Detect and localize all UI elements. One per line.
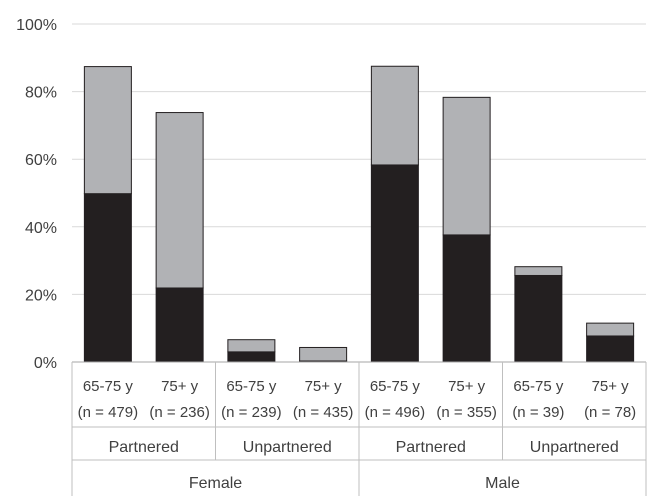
bar-segment-lower — [227, 351, 276, 363]
x-tick-label-n: (n = 39) — [512, 404, 564, 421]
status-group-label: Partnered — [396, 439, 466, 456]
bar-segment-upper — [83, 66, 132, 195]
bar-segment-lower — [442, 234, 491, 363]
x-tick-label-n: (n = 496) — [365, 404, 425, 421]
bar-segment-upper — [442, 96, 491, 236]
x-tick-label-age: 75+ y — [448, 378, 486, 395]
y-tick-label: 60% — [25, 152, 57, 169]
x-tick-label-n: (n = 239) — [221, 404, 281, 421]
bar-segment-upper — [370, 65, 419, 166]
x-tick-label-age: 75+ y — [592, 378, 630, 395]
y-tick-label: 0% — [34, 355, 57, 372]
bar-segment-lower — [370, 164, 419, 363]
y-tick-label: 80% — [25, 85, 57, 102]
y-tick-label: 100% — [16, 17, 57, 34]
bar-segment-upper — [586, 322, 635, 337]
status-group-label: Unpartnered — [530, 439, 619, 456]
x-tick-label-age: 65-75 y — [370, 378, 421, 395]
x-tick-label-n: (n = 479) — [78, 404, 138, 421]
status-group-label: Partnered — [109, 439, 179, 456]
x-tick-label-n: (n = 236) — [149, 404, 209, 421]
bars — [83, 65, 635, 363]
x-axis: 65-75 y (n = 479) 75+ y (n = 236) 65-75 y (n … — [71, 361, 647, 496]
x-tick-label-age: 75+ y — [305, 378, 343, 395]
bar-segment-upper — [227, 339, 276, 353]
bar-segment-lower — [514, 274, 563, 363]
bar-segment-lower — [83, 193, 132, 363]
bar-segment-lower — [155, 287, 204, 363]
sex-group-label: Male — [485, 475, 520, 492]
bar-segment-upper — [155, 112, 204, 289]
bar-segment-upper — [514, 266, 563, 276]
bar-segment-upper — [299, 346, 348, 362]
x-tick-label-age: 65-75 y — [83, 378, 134, 395]
x-tick-label-age: 65-75 y — [226, 378, 277, 395]
bar-segment-lower — [586, 335, 635, 363]
sex-group-label: Female — [189, 475, 242, 492]
x-tick-label-age: 65-75 y — [513, 378, 564, 395]
x-tick-label-n: (n = 435) — [293, 404, 353, 421]
x-tick-label-n: (n = 355) — [436, 404, 496, 421]
y-tick-label: 40% — [25, 220, 57, 237]
x-tick-label-n: (n = 78) — [584, 404, 636, 421]
status-group-label: Unpartnered — [243, 439, 332, 456]
y-tick-label: 20% — [25, 287, 57, 304]
x-tick-label-age: 75+ y — [161, 378, 199, 395]
y-axis-tick-labels: 0% 20% 40% 60% 80% 100% — [16, 17, 57, 372]
